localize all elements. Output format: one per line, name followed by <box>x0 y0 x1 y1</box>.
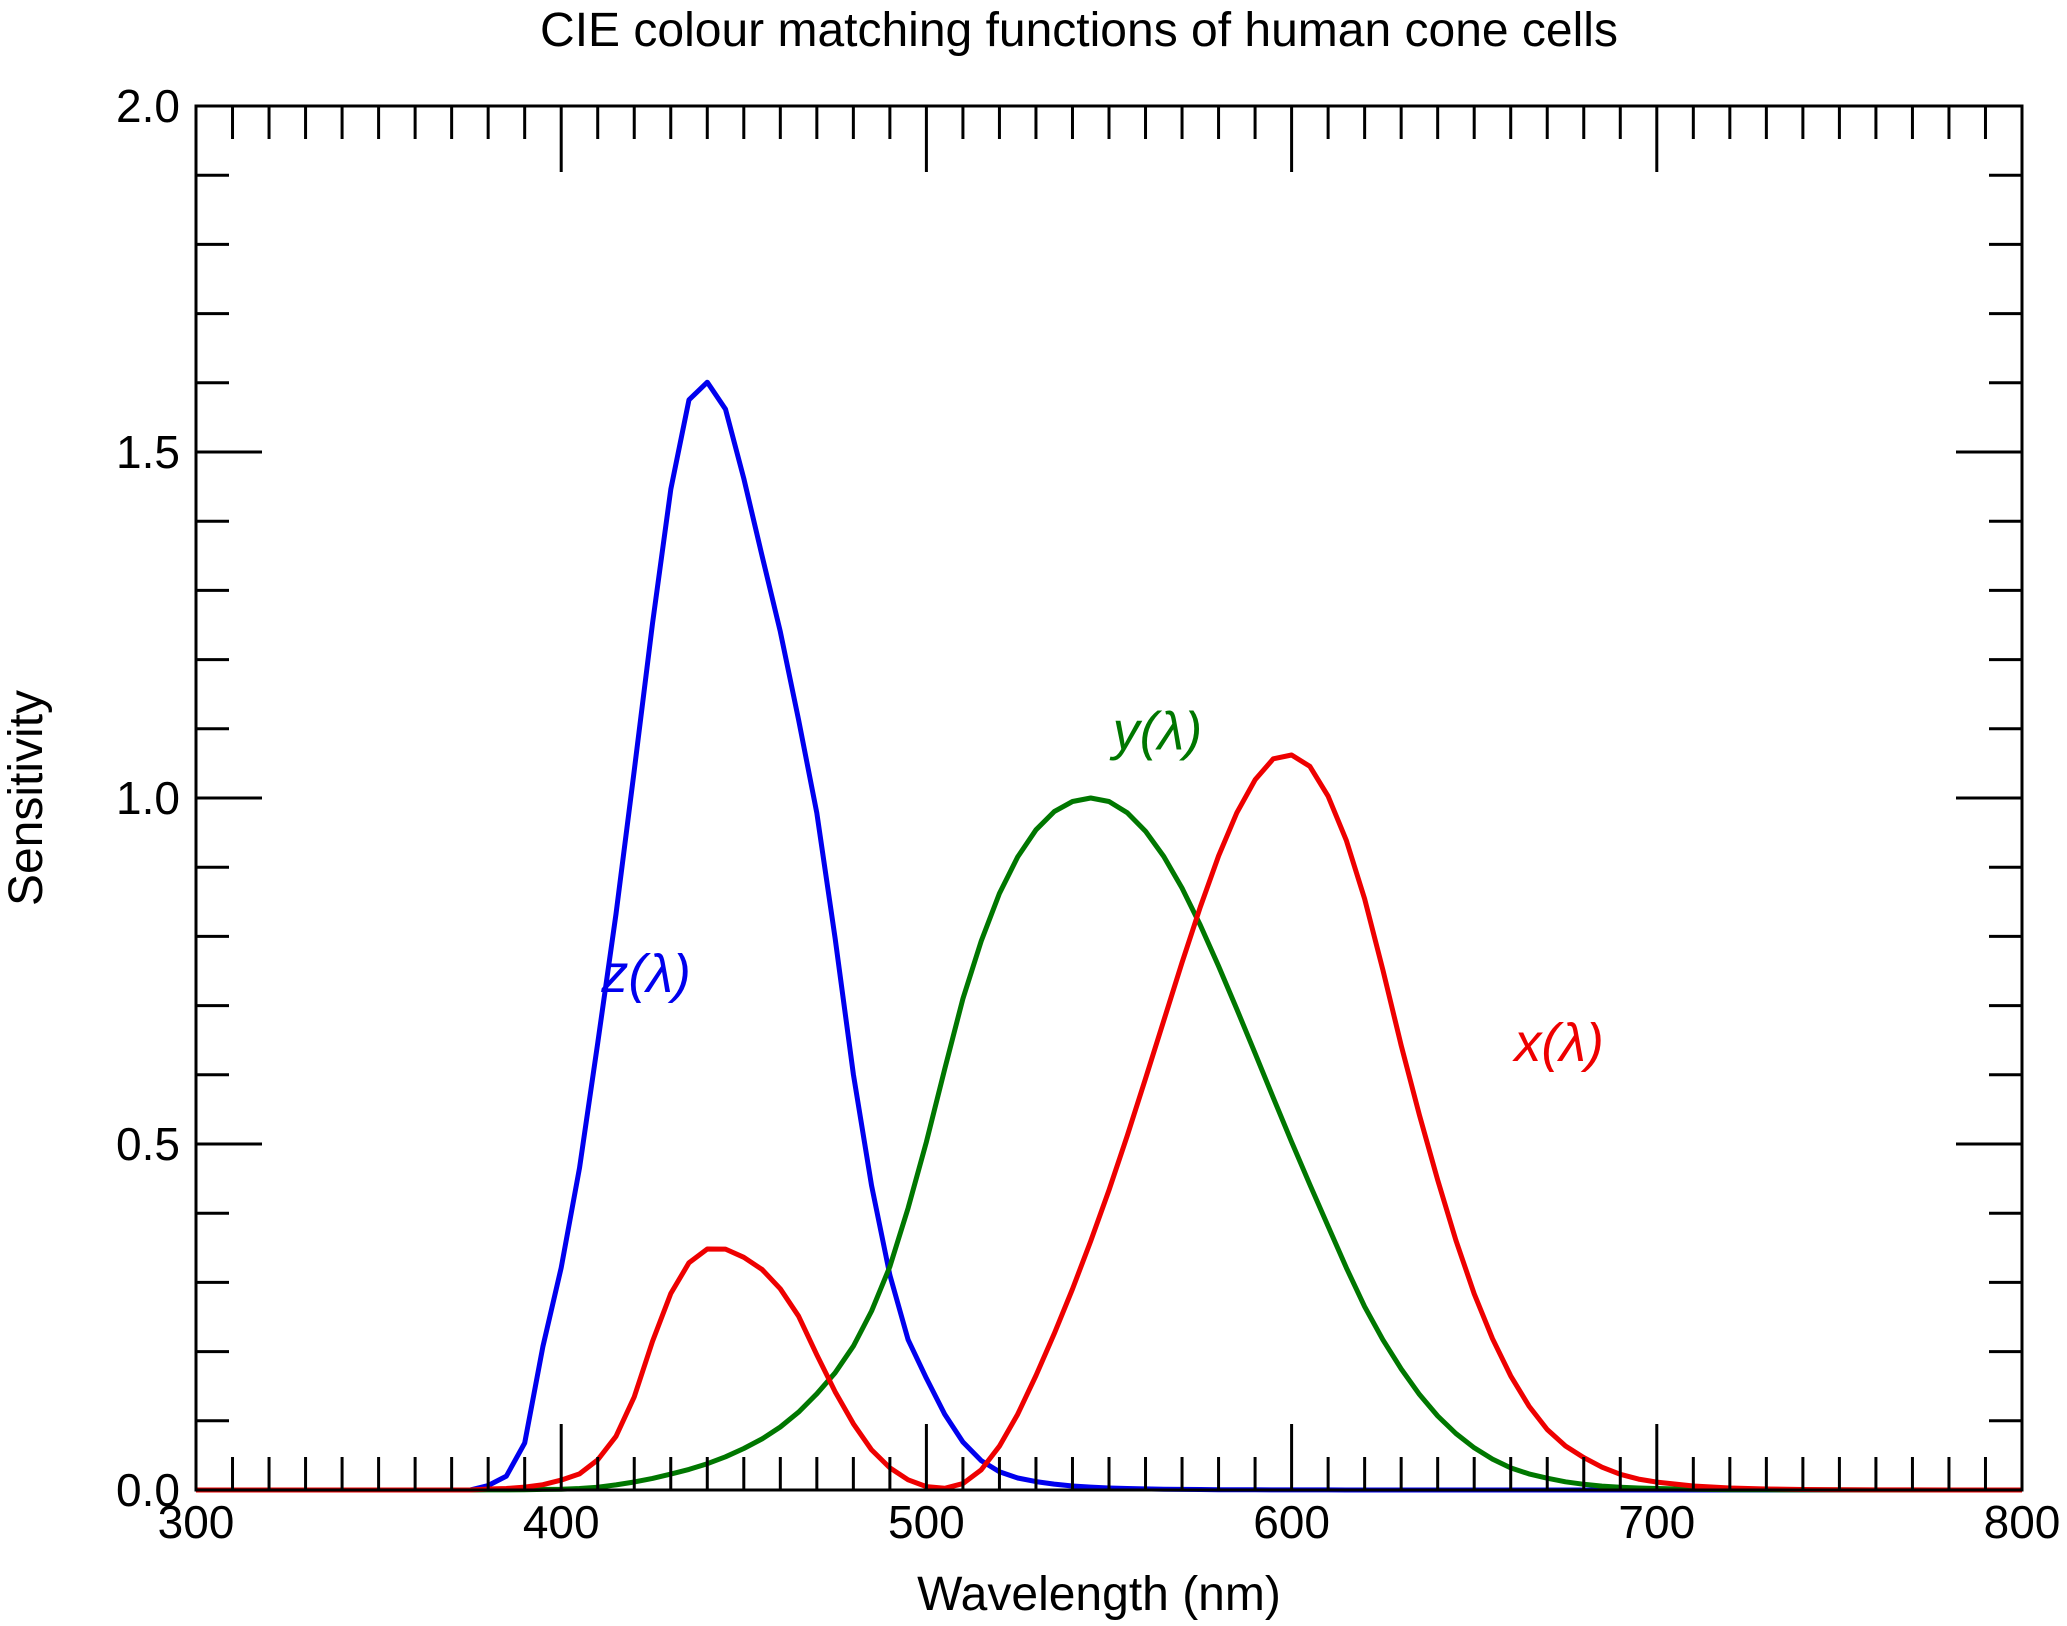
x-tick-label: 500 <box>888 1496 965 1548</box>
series-label-z: z(λ) <box>600 944 691 1004</box>
y-axis-title: Sensitivity <box>0 690 53 906</box>
series-label-y: y(λ) <box>1109 702 1203 762</box>
ticks-layer <box>194 104 2024 1492</box>
x-tick-label: 400 <box>523 1496 600 1548</box>
series-line-y <box>196 795 2022 1493</box>
y-tick-label: 0.5 <box>116 1118 180 1170</box>
y-tick-label: 2.0 <box>116 80 180 132</box>
labels-layer: 300 400 500 600 700 800 0.0 0.5 1.0 1.5 2.0 z(λ) y(λ… <box>116 80 2060 1548</box>
x-tick-label: 800 <box>1984 1496 2061 1548</box>
y-tick-label: 1.5 <box>116 426 180 478</box>
plot-frame <box>194 104 2024 1492</box>
x-tick-label: 600 <box>1253 1496 1330 1548</box>
x-axis-title: Wavelength (nm) <box>917 1568 1281 1621</box>
series-label-x: x(λ) <box>1511 1013 1604 1073</box>
series-layer <box>196 379 2022 1493</box>
chart-title: CIE colour matching functions of human c… <box>540 4 1618 57</box>
series-line-z <box>196 379 2022 1493</box>
x-tick-label: 300 <box>158 1496 235 1548</box>
series-line-x <box>196 752 2022 1493</box>
y-tick-label: 0.0 <box>116 1464 180 1516</box>
x-tick-label: 700 <box>1618 1496 1695 1548</box>
y-tick-label: 1.0 <box>116 772 180 824</box>
